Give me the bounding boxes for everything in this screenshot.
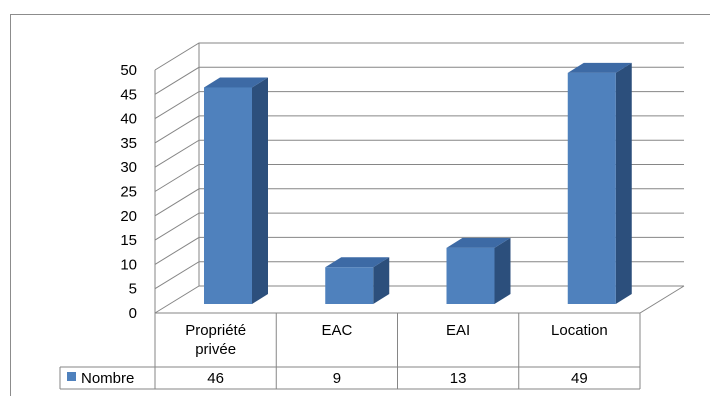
x-category-label: Propriété privée [185,322,246,358]
bar-top [325,257,390,268]
bar [567,72,616,304]
gridline [154,115,684,144]
chart-frame [10,14,710,396]
data-value-label: 46 [207,370,224,387]
gridline [154,188,684,217]
bars-layer [204,62,632,304]
bar-side [615,62,632,304]
y-tick-label: 20 [120,208,137,225]
y-tick-label: 40 [120,111,137,128]
bar-top [204,77,268,88]
y-tick-label: 5 [129,281,137,298]
gridline [154,164,684,192]
bar [446,247,495,304]
bar-side [373,257,390,304]
gridline [154,261,684,290]
x-category-label: Location [551,322,608,339]
gridline [154,139,684,168]
gridline [154,66,684,95]
legend-series-name: Nombre [81,370,134,387]
y-tick-label: 45 [120,86,137,103]
data-value-label: 13 [450,370,467,387]
y-tick-label: 0 [129,305,137,322]
bar [325,267,374,304]
y-tick-label: 50 [120,62,137,79]
bar-top [446,237,511,248]
gridline [154,236,684,265]
data-table: Propriété privée EAC EAI Location Nombre 46 9 13… [59,312,641,390]
gridline [154,212,684,241]
data-value-label: 49 [571,370,588,387]
data-value-label: 9 [333,370,341,387]
y-tick-label: 25 [120,184,137,201]
legend-key [67,372,76,381]
y-tick-label: 15 [120,232,137,249]
x-category-label: EAI [446,322,470,339]
bar-side [252,77,268,304]
gridline [154,42,684,71]
bar-side [494,237,511,304]
gridline [154,91,684,120]
x-category-label: EAC [321,322,352,339]
bar [204,87,252,304]
y-tick-label: 35 [120,135,137,152]
y-tick-label: 10 [120,256,137,273]
grid-layer [154,42,685,314]
gridline [154,285,684,314]
y-tick-label: 30 [120,159,137,176]
y-axis: 0 5 10 15 20 25 30 35 40 45 50 [120,62,137,322]
bar-top [567,62,632,73]
